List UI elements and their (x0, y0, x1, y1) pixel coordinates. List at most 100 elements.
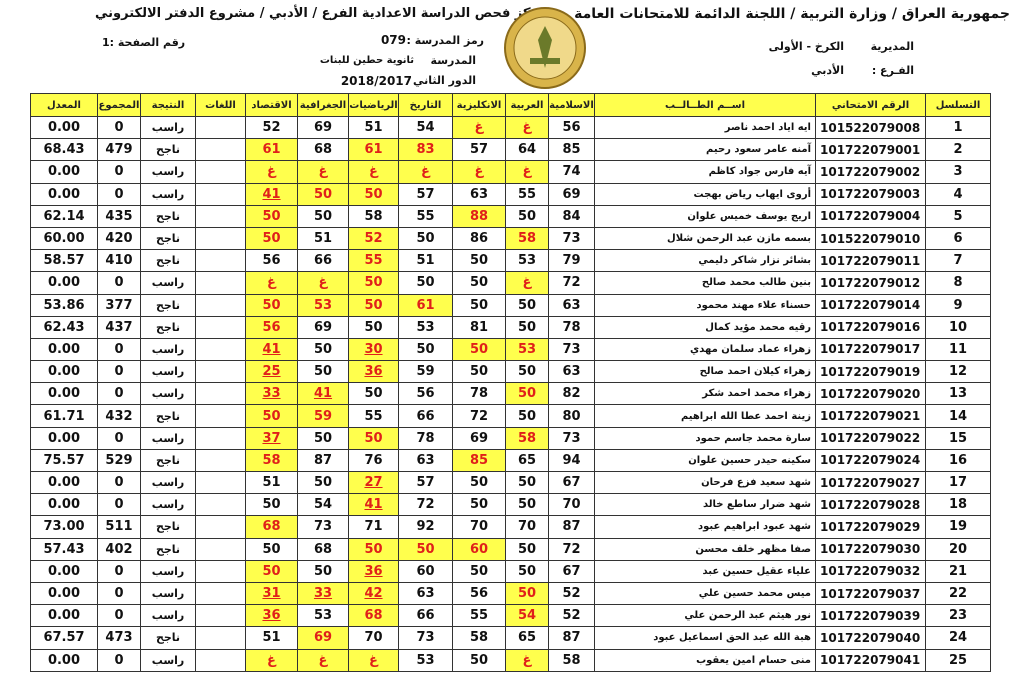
table-row: 6 101522079010 بسمه مازن عبد الرحمن شلال 73… (30, 226, 991, 251)
table-cell: غ (505, 115, 549, 140)
table-row: 20 101722079030 صفا مظهر خلف محسن 72 50 60 50 5… (30, 537, 991, 561)
table-cell: 432 (97, 404, 141, 428)
table-cell: 61 (348, 138, 399, 162)
school: ثانوية حطين للبنات (319, 55, 414, 66)
table-cell (195, 138, 246, 162)
table-cell: ناجح (140, 204, 196, 228)
table-cell: اريج يوسف خميس علوان (594, 204, 816, 228)
table-cell: شهد ضرار ساطع خالد (594, 493, 816, 517)
table-cell: 50 (505, 293, 549, 317)
table-cell: ناجح (140, 515, 196, 539)
table-cell: 54 (505, 604, 549, 628)
table-cell (195, 226, 246, 251)
table-cell (195, 537, 246, 561)
table-cell: 101722079012 (815, 271, 926, 295)
table-cell: راسب (140, 160, 196, 184)
table-cell: 50 (348, 293, 399, 317)
table-cell: 101722079003 (815, 182, 926, 206)
table-cell: 50 (398, 337, 453, 362)
table-cell: 56 (245, 315, 298, 339)
table-cell: راسب (140, 604, 196, 628)
table-cell: غ (297, 271, 349, 295)
table-cell: 101722079040 (815, 626, 926, 650)
table-cell: 79 (548, 249, 595, 273)
table-cell: بنين طالب محمد صالح (594, 271, 816, 295)
table-cell: 81 (452, 315, 506, 339)
table-cell: غ (297, 160, 349, 184)
table-cell: 16 (925, 448, 991, 473)
table-row: 21 101722079032 علياء عقيل حسين عبد 67 50 50 6… (30, 559, 991, 583)
table-cell: 101722079037 (815, 581, 926, 606)
table-cell: 53 (297, 293, 349, 317)
table-cell: 70 (505, 515, 549, 539)
table-cell: 9 (925, 293, 991, 317)
table-cell: علياء عقيل حسين عبد (594, 559, 816, 583)
table-cell: 0.00 (30, 470, 98, 495)
table-cell: 72 (548, 271, 595, 295)
table-cell: 65 (505, 626, 549, 650)
table-cell: 60 (398, 559, 453, 583)
table-row: 7 101722079011 بشائر نزار شاكر دليمي 79 53 50… (30, 249, 991, 273)
table-cell: بشائر نزار شاكر دليمي (594, 249, 816, 273)
table-cell: 52 (548, 604, 595, 628)
table-cell: 2 (925, 138, 991, 162)
table-cell: 60 (452, 537, 506, 561)
table-cell: أروى ايهاب رياض بهجت (594, 182, 816, 206)
table-cell: 50 (297, 204, 349, 228)
table-cell: 0 (97, 360, 141, 384)
table-cell: 51 (245, 470, 298, 495)
table-cell: 101722079014 (815, 293, 926, 317)
table-cell: 0 (97, 115, 141, 140)
table-cell (195, 404, 246, 428)
table-cell: 50 (505, 581, 549, 606)
table-cell: 51 (245, 626, 298, 650)
table-cell: 50 (245, 293, 298, 317)
table-cell: 63 (398, 448, 453, 473)
table-cell: 74 (548, 160, 595, 184)
table-cell: 52 (548, 581, 595, 606)
table-cell: 22 (925, 581, 991, 606)
table-cell: 437 (97, 315, 141, 339)
table-cell: 69 (297, 626, 349, 650)
table-cell: 101722079030 (815, 537, 926, 561)
table-row: 1 101522079008 ايه اياد احمد ناصر 56 غ غ 54 51 6… (30, 115, 991, 140)
table-cell: 5 (925, 204, 991, 228)
table-cell: 50 (505, 537, 549, 561)
table-cell: 56 (398, 382, 453, 406)
table-cell: 101722079029 (815, 515, 926, 539)
column-header: الرقم الامتحاني (815, 93, 926, 117)
column-header: التسلسل (925, 93, 991, 117)
table-cell: 72 (548, 537, 595, 561)
table-cell: غ (505, 160, 549, 184)
directorate-label: المديرية (870, 40, 914, 53)
table-cell: 68 (297, 537, 349, 561)
table-cell: 73 (297, 515, 349, 539)
table-cell: 101722079020 (815, 382, 926, 406)
table-cell: 53 (505, 337, 549, 362)
table-cell: 101722079019 (815, 360, 926, 384)
table-cell (195, 626, 246, 650)
table-cell: 53 (398, 315, 453, 339)
table-cell: 63 (452, 182, 506, 206)
table-cell: 57 (452, 138, 506, 162)
table-cell: 410 (97, 249, 141, 273)
table-cell: بسمه مازن عبد الرحمن شلال (594, 226, 816, 251)
table-cell: 70 (348, 626, 399, 650)
column-header: اســم الطــالــب (594, 93, 816, 117)
table-cell: 36 (245, 604, 298, 628)
ministry: جمهورية العراق / وزارة التربية / اللجنة … (574, 6, 1010, 22)
table-cell: 8 (925, 271, 991, 295)
table-cell: 50 (297, 426, 349, 450)
table-cell: 13 (925, 382, 991, 406)
table-cell: 63 (398, 581, 453, 606)
table-cell: هبة الله عبد الحق اسماعيل عبود (594, 626, 816, 650)
table-cell: 55 (505, 182, 549, 206)
table-cell: 33 (297, 581, 349, 606)
table-cell: 55 (398, 204, 453, 228)
table-cell: 59 (398, 360, 453, 384)
table-cell: 36 (348, 360, 399, 384)
table-cell: 0.00 (30, 360, 98, 384)
table-cell: ايه اياد احمد ناصر (594, 115, 816, 140)
table-cell: غ (452, 160, 506, 184)
